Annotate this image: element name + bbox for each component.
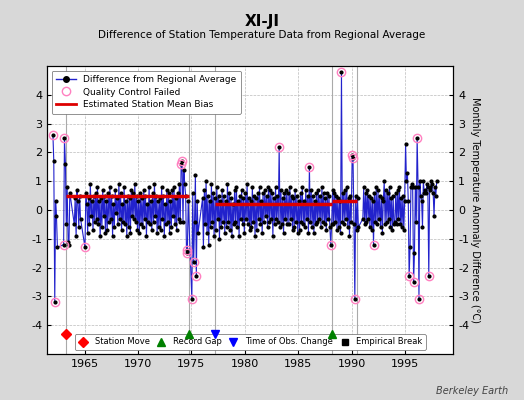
Legend: Station Move, Record Gap, Time of Obs. Change, Empirical Break: Station Move, Record Gap, Time of Obs. C… <box>74 334 426 350</box>
Text: Berkeley Earth: Berkeley Earth <box>436 386 508 396</box>
Text: Difference of Station Temperature Data from Regional Average: Difference of Station Temperature Data f… <box>99 30 425 40</box>
Y-axis label: Monthly Temperature Anomaly Difference (°C): Monthly Temperature Anomaly Difference (… <box>471 97 481 323</box>
Text: XI-JI: XI-JI <box>245 14 279 29</box>
